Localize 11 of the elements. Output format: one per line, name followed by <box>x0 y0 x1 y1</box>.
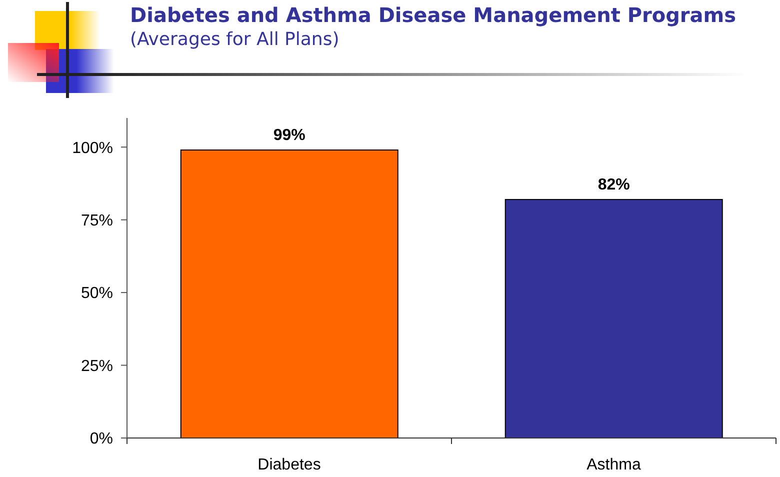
data-label: 99% <box>273 127 306 144</box>
data-label: 82% <box>598 176 630 194</box>
x-tick-label: Diabetes <box>258 456 321 474</box>
y-tick-label: 75% <box>80 212 113 230</box>
y-tick-label: 50% <box>80 285 113 302</box>
y-tick-label: 25% <box>80 358 113 375</box>
y-tick-label: 100% <box>72 140 113 157</box>
x-tick-label: Asthma <box>586 456 641 474</box>
chart-subtitle: (Averages for All Plans) <box>130 29 340 50</box>
y-tick-label: 0% <box>90 430 113 448</box>
chart-title: Diabetes and Asthma Disease Management Programs <box>130 3 736 27</box>
